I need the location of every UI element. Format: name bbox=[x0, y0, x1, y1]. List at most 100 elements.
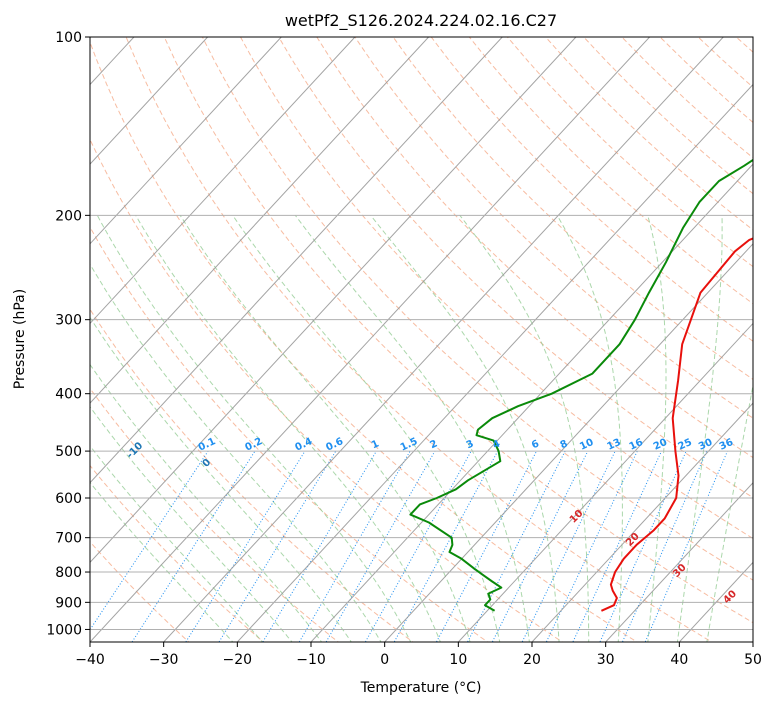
x-tick-label: −10 bbox=[296, 652, 326, 668]
mixing-ratio-label: 25 bbox=[677, 437, 694, 453]
mixing-ratio-line bbox=[262, 450, 377, 642]
moist-adiabat bbox=[90, 406, 293, 642]
isotherm bbox=[0, 37, 60, 642]
moist-adiabat bbox=[90, 263, 382, 642]
dry-adiabat bbox=[240, 37, 753, 540]
x-tick-label: 20 bbox=[523, 652, 541, 668]
moist-adiabat bbox=[676, 215, 723, 642]
dry-adiabat bbox=[583, 37, 753, 195]
dry-adiabat-label: -10 bbox=[125, 440, 146, 461]
isotherm bbox=[310, 163, 753, 642]
mixing-ratio-line bbox=[572, 450, 662, 642]
dry-adiabat bbox=[545, 37, 753, 231]
y-axis-label: Pressure (hPa) bbox=[12, 289, 28, 389]
isotherm bbox=[531, 402, 753, 642]
mixing-ratio-line bbox=[325, 450, 436, 642]
y-axis: 100 200 300 400 500 600 700 800 900 1000 bbox=[46, 30, 90, 638]
moist-adiabat bbox=[90, 363, 323, 642]
dry-adiabat bbox=[90, 464, 265, 642]
mixing-ratio-label: 30 bbox=[697, 437, 714, 453]
dry-adiabat bbox=[90, 540, 190, 642]
isotherm bbox=[163, 37, 724, 642]
dry-adiabat bbox=[201, 37, 753, 581]
moist-adiabat bbox=[90, 481, 234, 642]
moist-adiabat bbox=[90, 445, 264, 642]
moist-adiabat bbox=[647, 215, 667, 642]
mixing-ratio-line bbox=[466, 450, 566, 642]
dry-adiabat bbox=[90, 308, 414, 642]
dry-adiabat bbox=[278, 37, 753, 499]
moist-adiabat bbox=[96, 215, 412, 642]
mixing-ratio-label: 16 bbox=[628, 437, 645, 453]
x-tick-label: −40 bbox=[75, 652, 105, 668]
isotherm bbox=[90, 37, 208, 165]
y-tick-label: 300 bbox=[55, 313, 82, 329]
isotherm bbox=[90, 37, 577, 564]
x-tick-label: 50 bbox=[744, 652, 762, 668]
mixing-ratio-label: 2 bbox=[428, 438, 439, 451]
isotherm bbox=[236, 83, 753, 642]
moist-adiabat bbox=[294, 215, 530, 642]
dry-adiabat bbox=[316, 37, 753, 459]
x-tick-label: −30 bbox=[149, 652, 179, 668]
isotherm bbox=[90, 37, 356, 325]
dry-adiabat-label: -20 bbox=[38, 404, 59, 425]
mixing-ratio-line bbox=[435, 450, 538, 642]
y-tick-label: 800 bbox=[55, 565, 82, 581]
y-tick-label: 600 bbox=[55, 491, 82, 507]
dry-adiabat bbox=[90, 387, 340, 642]
x-axis-label: Temperature (°C) bbox=[360, 680, 482, 696]
mixing-ratio-line bbox=[131, 450, 256, 642]
temperature-line bbox=[600, 237, 753, 612]
profile-lines bbox=[409, 158, 753, 612]
chart-title: wetPf2_S126.2024.224.02.16.C27 bbox=[285, 11, 557, 31]
y-tick-label: 100 bbox=[55, 30, 82, 46]
y-tick-label: 400 bbox=[55, 387, 82, 403]
mixing-ratio-line bbox=[521, 450, 616, 642]
background-lines bbox=[90, 37, 753, 642]
line-labels: 0.10.20.40.611.52346810131620253036-100-… bbox=[38, 404, 739, 606]
dry-adiabat bbox=[507, 37, 753, 268]
moist-adiabat bbox=[135, 215, 441, 642]
dry-adiabat bbox=[735, 37, 753, 53]
y-tick-label: 1000 bbox=[46, 622, 82, 638]
dry-adiabat bbox=[392, 37, 753, 380]
y-tick-label: 200 bbox=[55, 208, 82, 224]
mixing-ratio-label: 8 bbox=[559, 438, 570, 451]
y-tick-label: 500 bbox=[55, 444, 82, 460]
mixing-ratio-label: 3 bbox=[465, 438, 476, 451]
grid-lines bbox=[0, 37, 753, 642]
isotherm bbox=[90, 37, 503, 484]
mixing-ratio-label: 4 bbox=[491, 438, 502, 451]
isotherm bbox=[605, 481, 753, 642]
x-tick-label: 30 bbox=[597, 652, 615, 668]
mixing-ratio-label: 13 bbox=[605, 437, 622, 453]
moist-adiabat bbox=[179, 215, 471, 642]
isotherm bbox=[90, 37, 429, 404]
dry-adiabat bbox=[90, 226, 489, 642]
mixing-ratio-label: 10 bbox=[578, 437, 595, 453]
mixing-ratio-line bbox=[599, 450, 687, 642]
mixing-ratio-line bbox=[185, 450, 306, 642]
isotherm bbox=[90, 37, 282, 245]
isotherm bbox=[678, 561, 753, 642]
dry-adiabat bbox=[430, 37, 753, 342]
mixing-ratio-label: 20 bbox=[652, 437, 669, 453]
dry-adiabat-label: 0 bbox=[201, 457, 214, 470]
moist-adiabat-label: 40 bbox=[721, 588, 739, 606]
x-tick-label: −20 bbox=[223, 652, 253, 668]
moist-adiabat-label: 10 bbox=[568, 508, 586, 526]
y-tick-label: 900 bbox=[55, 595, 82, 611]
mixing-ratio-line bbox=[298, 450, 411, 642]
mixing-ratio-label: 36 bbox=[718, 437, 735, 453]
x-tick-label: 10 bbox=[449, 652, 467, 668]
dry-adiabat bbox=[90, 40, 638, 642]
mixing-ratio-line bbox=[90, 450, 209, 631]
moist-adiabat bbox=[370, 214, 560, 642]
dry-adiabat bbox=[125, 37, 713, 642]
isotherm bbox=[457, 322, 753, 642]
y-tick-label: 700 bbox=[55, 531, 82, 547]
mixing-ratio-line bbox=[393, 450, 499, 642]
isotherm bbox=[90, 37, 650, 642]
